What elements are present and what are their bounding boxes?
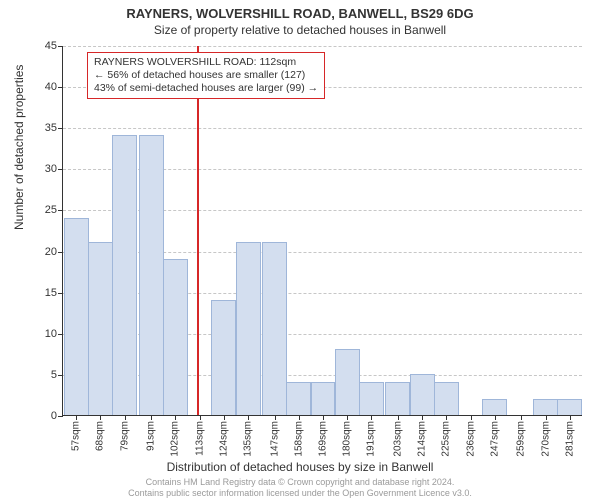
chart-plot: 05101520253035404557sqm68sqm79sqm91sqm10…: [62, 46, 582, 416]
x-tick-mark: [521, 415, 522, 420]
chart-title: RAYNERS, WOLVERSHILL ROAD, BANWELL, BS29…: [0, 0, 600, 21]
x-tick-mark: [371, 415, 372, 420]
x-tick-mark: [546, 415, 547, 420]
x-tick-mark: [275, 415, 276, 420]
grid-line: [63, 128, 582, 129]
x-tick-mark: [151, 415, 152, 420]
y-tick-label: 35: [45, 122, 57, 134]
y-tick-label: 40: [45, 81, 57, 93]
x-axis-label: Distribution of detached houses by size …: [0, 460, 600, 474]
x-tick-mark: [570, 415, 571, 420]
histogram-bar: [385, 382, 410, 415]
x-tick-mark: [495, 415, 496, 420]
histogram-bar: [311, 382, 336, 415]
info-box-line: ← 56% of detached houses are smaller (12…: [94, 69, 318, 82]
x-tick-mark: [323, 415, 324, 420]
histogram-bar: [335, 349, 360, 415]
y-tick-mark: [58, 169, 63, 170]
y-tick-mark: [58, 87, 63, 88]
x-tick-label: 259sqm: [516, 421, 527, 457]
x-tick-mark: [248, 415, 249, 420]
x-tick-label: 214sqm: [417, 421, 428, 457]
histogram-bar: [557, 399, 582, 415]
histogram-bar: [139, 135, 164, 415]
y-tick-label: 5: [51, 369, 57, 381]
x-tick-mark: [446, 415, 447, 420]
x-tick-label: 191sqm: [366, 421, 377, 457]
histogram-bar: [434, 382, 459, 415]
y-tick-mark: [58, 334, 63, 335]
info-box-line: RAYNERS WOLVERSHILL ROAD: 112sqm: [94, 56, 318, 69]
footer-attribution: Contains HM Land Registry data © Crown c…: [0, 477, 600, 498]
histogram-bar: [482, 399, 507, 415]
y-tick-label: 45: [45, 40, 57, 52]
footer-line-1: Contains HM Land Registry data © Crown c…: [0, 477, 600, 487]
histogram-bar: [64, 218, 89, 415]
y-tick-mark: [58, 252, 63, 253]
histogram-bar: [211, 300, 236, 415]
x-tick-mark: [422, 415, 423, 420]
histogram-bar: [112, 135, 137, 415]
y-tick-mark: [58, 293, 63, 294]
y-tick-mark: [58, 46, 63, 47]
y-tick-mark: [58, 210, 63, 211]
x-tick-label: 124sqm: [218, 421, 229, 457]
x-tick-mark: [224, 415, 225, 420]
x-tick-label: 225sqm: [441, 421, 452, 457]
x-tick-label: 102sqm: [170, 421, 181, 457]
x-tick-label: 113sqm: [194, 421, 205, 456]
histogram-bar: [163, 259, 188, 415]
histogram-bar: [88, 242, 113, 415]
grid-line: [63, 46, 582, 47]
x-tick-label: 169sqm: [318, 421, 329, 457]
info-box-line: 43% of semi-detached houses are larger (…: [94, 82, 318, 95]
x-tick-label: 203sqm: [392, 421, 403, 457]
chart-container: RAYNERS, WOLVERSHILL ROAD, BANWELL, BS29…: [0, 0, 600, 500]
x-tick-label: 270sqm: [540, 421, 551, 457]
y-axis-label: Number of detached properties: [12, 65, 26, 230]
y-tick-label: 25: [45, 204, 57, 216]
x-tick-label: 247sqm: [489, 421, 500, 457]
y-tick-mark: [58, 416, 63, 417]
x-tick-label: 180sqm: [342, 421, 353, 457]
x-tick-mark: [471, 415, 472, 420]
y-tick-label: 30: [45, 163, 57, 175]
x-tick-mark: [398, 415, 399, 420]
histogram-bar: [410, 374, 435, 415]
x-tick-label: 91sqm: [146, 421, 157, 451]
y-tick-mark: [58, 375, 63, 376]
x-tick-label: 57sqm: [71, 421, 82, 451]
histogram-bar: [533, 399, 558, 415]
x-tick-label: 158sqm: [293, 421, 304, 457]
x-tick-label: 68sqm: [95, 421, 106, 451]
histogram-bar: [359, 382, 384, 415]
histogram-bar: [286, 382, 311, 415]
histogram-bar: [262, 242, 287, 415]
x-tick-mark: [100, 415, 101, 420]
y-tick-label: 15: [45, 287, 57, 299]
histogram-bar: [236, 242, 261, 415]
reference-info-box: RAYNERS WOLVERSHILL ROAD: 112sqm← 56% of…: [87, 52, 325, 99]
chart-subtitle: Size of property relative to detached ho…: [0, 23, 600, 37]
x-tick-mark: [299, 415, 300, 420]
x-tick-mark: [76, 415, 77, 420]
x-tick-label: 236sqm: [465, 421, 476, 457]
x-tick-mark: [125, 415, 126, 420]
plot-area: 05101520253035404557sqm68sqm79sqm91sqm10…: [62, 46, 582, 416]
x-tick-label: 147sqm: [269, 421, 280, 457]
x-tick-label: 135sqm: [243, 421, 254, 457]
y-tick-label: 0: [51, 410, 57, 422]
footer-line-2: Contains public sector information licen…: [0, 488, 600, 498]
x-tick-mark: [347, 415, 348, 420]
x-tick-label: 281sqm: [564, 421, 575, 457]
y-tick-mark: [58, 128, 63, 129]
reference-line: [197, 46, 199, 415]
x-tick-mark: [175, 415, 176, 420]
x-tick-label: 79sqm: [119, 421, 130, 451]
x-tick-mark: [200, 415, 201, 420]
y-tick-label: 10: [45, 328, 57, 340]
y-tick-label: 20: [45, 246, 57, 258]
